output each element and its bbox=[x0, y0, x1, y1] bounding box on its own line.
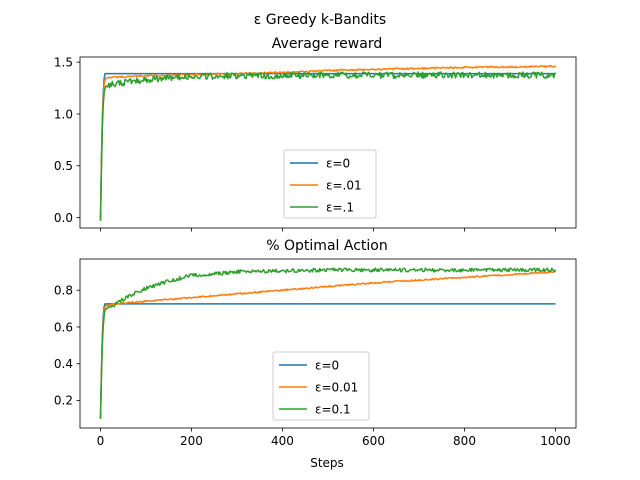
bottom-xtick-label: 800 bbox=[453, 434, 476, 448]
top-ytick-label: 1.0 bbox=[54, 107, 73, 121]
bottom-legend: ε=0 ε=0.01 ε=0.1 bbox=[272, 351, 370, 421]
bottom-ytick-label: 0.4 bbox=[54, 357, 73, 371]
bottom-ytick-label: 0.6 bbox=[54, 320, 73, 334]
top-legend: ε=0 ε=.01 ε=.1 bbox=[283, 149, 377, 219]
figure-suptitle: ε Greedy k-Bandits bbox=[254, 12, 386, 28]
top-series-line-2 bbox=[99, 64, 557, 221]
bottom-axes-xlabel: Steps bbox=[310, 456, 344, 470]
top-ytick-label: 0.5 bbox=[54, 159, 73, 173]
top-legend-label-3: ε=.1 bbox=[326, 200, 354, 214]
bottom-axes: % Optimal Action Steps 0 200 400 600 800 1000… bbox=[54, 238, 577, 470]
bottom-series-line-2 bbox=[99, 270, 556, 419]
bottom-xtick-label: 600 bbox=[362, 434, 385, 448]
top-legend-box bbox=[283, 149, 377, 219]
bottom-xtick-label: 400 bbox=[271, 434, 294, 448]
top-series-line-3 bbox=[99, 71, 557, 221]
top-axes-frame bbox=[79, 56, 577, 229]
bottom-legend-label-2: ε=0.01 bbox=[315, 380, 358, 394]
top-axes: Average reward 0.0 0.5 1.0 1.5 ε=0 ε=.01 ε=.1 bbox=[54, 36, 577, 232]
bottom-ytick-label: 0.2 bbox=[54, 394, 73, 408]
top-ytick-label: 1.5 bbox=[54, 55, 73, 69]
top-legend-label-1: ε=0 bbox=[326, 156, 350, 170]
top-legend-label-2: ε=.01 bbox=[326, 178, 362, 192]
top-axes-title: Average reward bbox=[272, 36, 382, 52]
bottom-axes-title: % Optimal Action bbox=[266, 238, 387, 254]
bottom-axes-frame bbox=[79, 258, 577, 429]
bottom-xtick-label: 200 bbox=[180, 434, 203, 448]
bottom-legend-box bbox=[272, 351, 370, 421]
bottom-xtick-label: 1000 bbox=[540, 434, 571, 448]
bottom-legend-label-1: ε=0 bbox=[315, 358, 339, 372]
bottom-ytick-label: 0.8 bbox=[54, 284, 73, 298]
top-ytick-label: 0.0 bbox=[54, 211, 73, 225]
bottom-legend-label-3: ε=0.1 bbox=[315, 402, 351, 416]
bottom-series-line-3 bbox=[99, 267, 557, 419]
bottom-series-line-1 bbox=[99, 303, 556, 419]
bottom-xtick-label: 0 bbox=[97, 434, 105, 448]
